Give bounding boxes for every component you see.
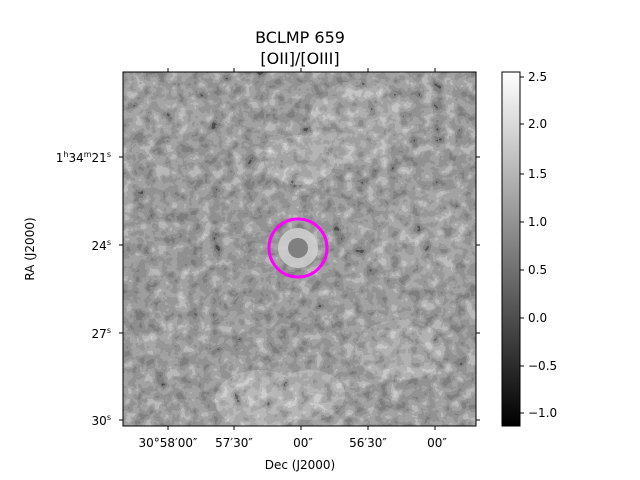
y-tick-label: 1h34m21s <box>56 150 111 165</box>
title-line2: [OII]/[OIII] <box>260 49 339 68</box>
colorbar-tick-label: 2.5 <box>528 70 547 84</box>
x-tick-label: 56′30″ <box>349 436 387 450</box>
colorbar-tick-label: 0.5 <box>528 263 547 277</box>
colorbar-tick-label: 1.5 <box>528 167 547 181</box>
aperture-circle <box>267 217 329 279</box>
ratio-map-image <box>123 72 476 426</box>
y-tick-label: 24s <box>92 238 111 253</box>
x-axis-label: Dec (J2000) <box>265 458 335 472</box>
y-tick-label: 27s <box>92 326 111 341</box>
colorbar-tick-label: −0.5 <box>528 359 557 373</box>
x-axis-tick-labels: 30°58′00″ 57′30″ 00″ 56′30″ 00″ <box>138 436 447 450</box>
x-tick-label: 57′30″ <box>215 436 253 450</box>
colorbar-tick-label: 1.0 <box>528 215 547 229</box>
colorbar <box>501 71 521 427</box>
colorbar-tick-label: 2.0 <box>528 117 547 131</box>
x-tick-label: 00″ <box>427 436 447 450</box>
colorbar-tick-labels: 2.5 2.0 1.5 1.0 0.5 0.0 −0.5 −1.0 <box>528 70 557 420</box>
y-axis-tick-labels: 1h34m21s 24s 27s 30s <box>56 150 111 428</box>
y-tick-label: 30s <box>92 413 111 428</box>
x-tick-label: 30°58′00″ <box>138 436 198 450</box>
colorbar-tick-label: −1.0 <box>528 406 557 420</box>
axes-frame <box>122 71 477 427</box>
x-tick-label: 00″ <box>293 436 313 450</box>
colorbar-ticks <box>520 76 524 414</box>
y-axis-label: RA (J2000) <box>23 217 37 280</box>
x-axis-ticks <box>167 68 436 430</box>
title-line1: BCLMP 659 <box>255 28 345 47</box>
y-axis-ticks <box>119 156 480 421</box>
colorbar-tick-label: 0.0 <box>528 311 547 325</box>
